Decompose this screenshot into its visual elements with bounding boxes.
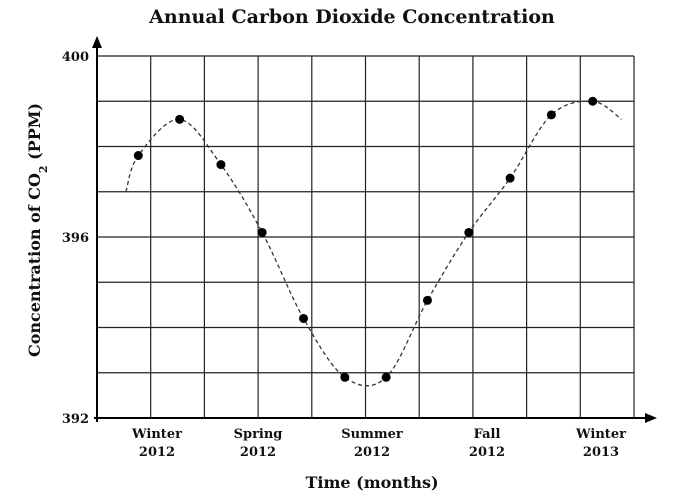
y-axis-label: Concentration of CO2 (PPM): [25, 103, 50, 357]
x-tick-label: Summer: [341, 427, 403, 442]
data-point: [216, 160, 226, 170]
x-tick-label-year: 2012: [469, 445, 505, 460]
grid: [97, 55, 635, 419]
y-tick-label: 400: [62, 50, 89, 65]
x-tick-label-year: 2013: [583, 445, 619, 460]
y-tick-labels: 392 396 400: [62, 50, 89, 427]
trend-curve: [125, 100, 622, 387]
data-point: [133, 151, 143, 161]
data-point: [588, 96, 598, 106]
y-tick-label: 396: [62, 231, 89, 246]
x-tick-label-year: 2012: [240, 445, 276, 460]
x-tick-label: Fall: [474, 427, 501, 442]
data-point: [340, 372, 350, 382]
data-point: [546, 110, 556, 120]
y-axis-label-tail: (PPM): [25, 103, 44, 165]
x-axis-arrow: [645, 413, 657, 423]
data-point: [464, 227, 474, 237]
data-points: [133, 96, 598, 382]
x-axis-label: Time (months): [305, 473, 438, 492]
y-axis-label-main: Concentration of CO: [25, 173, 44, 357]
data-point: [257, 227, 267, 237]
y-axis-arrow: [92, 36, 102, 48]
data-point: [422, 295, 432, 305]
y-axis-label-sub: 2: [37, 165, 50, 173]
y-tick-label: 392: [62, 412, 89, 427]
data-point: [175, 114, 185, 124]
chart-title: Annual Carbon Dioxide Concentration: [148, 6, 555, 28]
data-point: [381, 372, 391, 382]
x-tick-label-year: 2012: [139, 445, 175, 460]
data-point: [299, 313, 309, 323]
data-point: [505, 173, 515, 183]
x-tick-label: Spring: [234, 427, 283, 442]
x-tick-label: Winter: [575, 427, 626, 442]
x-tick-labels: Winter 2012 Spring 2012 Summer 2012 Fall 2012 Wi…: [131, 427, 626, 460]
x-tick-label-year: 2012: [354, 445, 390, 460]
x-tick-label: Winter: [131, 427, 182, 442]
